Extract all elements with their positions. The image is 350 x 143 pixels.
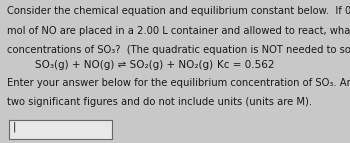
Text: concentrations of SO₃?  (The quadratic equation is NOT needed to solve this prob: concentrations of SO₃? (The quadratic eq… — [7, 45, 350, 55]
FancyBboxPatch shape — [9, 120, 112, 139]
Text: Consider the chemical equation and equilibrium constant below.  If 0.240 mol of : Consider the chemical equation and equil… — [7, 6, 350, 16]
Text: mol of NO are placed in a 2.00 L container and allowed to react, what will be th: mol of NO are placed in a 2.00 L contain… — [7, 26, 350, 36]
Text: Kc = 0.562: Kc = 0.562 — [217, 60, 274, 70]
Text: |: | — [13, 122, 16, 132]
Text: SO₃(g) + NO(g) ⇌ SO₂(g) + NO₂(g): SO₃(g) + NO(g) ⇌ SO₂(g) + NO₂(g) — [35, 60, 213, 70]
Text: Enter your answer below for the equilibrium concentration of SO₃. Answer in deci: Enter your answer below for the equilibr… — [7, 78, 350, 88]
Text: two significant figures and do not include units (units are M).: two significant figures and do not inclu… — [7, 97, 312, 107]
